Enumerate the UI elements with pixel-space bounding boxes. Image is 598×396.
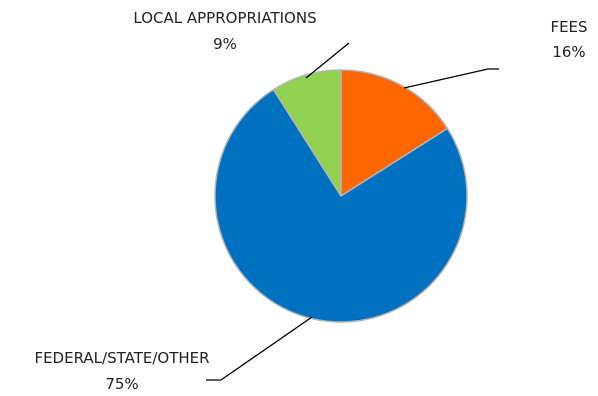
leader-lines bbox=[206, 42, 499, 381]
slice-label-fees-name: FEES bbox=[550, 18, 587, 36]
slice-label-local-appropriations-value: 9% bbox=[213, 35, 237, 53]
leader-line-federal-state-other bbox=[206, 316, 313, 381]
leader-line-local-appropriations bbox=[305, 42, 350, 79]
slice-label-federal-state-other-value: 75% bbox=[105, 375, 138, 393]
slice-label-federal-state-other-name: FEDERAL/STATE/OTHER bbox=[34, 349, 209, 367]
leader-line-fees bbox=[403, 68, 499, 89]
pie-slices bbox=[214, 69, 468, 323]
slice-label-fees-value: 16% bbox=[552, 43, 585, 61]
slice-label-local-appropriations-name: LOCAL APPROPRIATIONS bbox=[133, 9, 316, 27]
pie-slice-federal-state-other bbox=[214, 88, 468, 323]
pie-slice-fees bbox=[340, 69, 449, 197]
slice-labels: FEES 16% FEDERAL/STATE/OTHER 75% LOCAL A… bbox=[34, 9, 587, 393]
pie-slice-local-appropriations bbox=[272, 69, 342, 197]
